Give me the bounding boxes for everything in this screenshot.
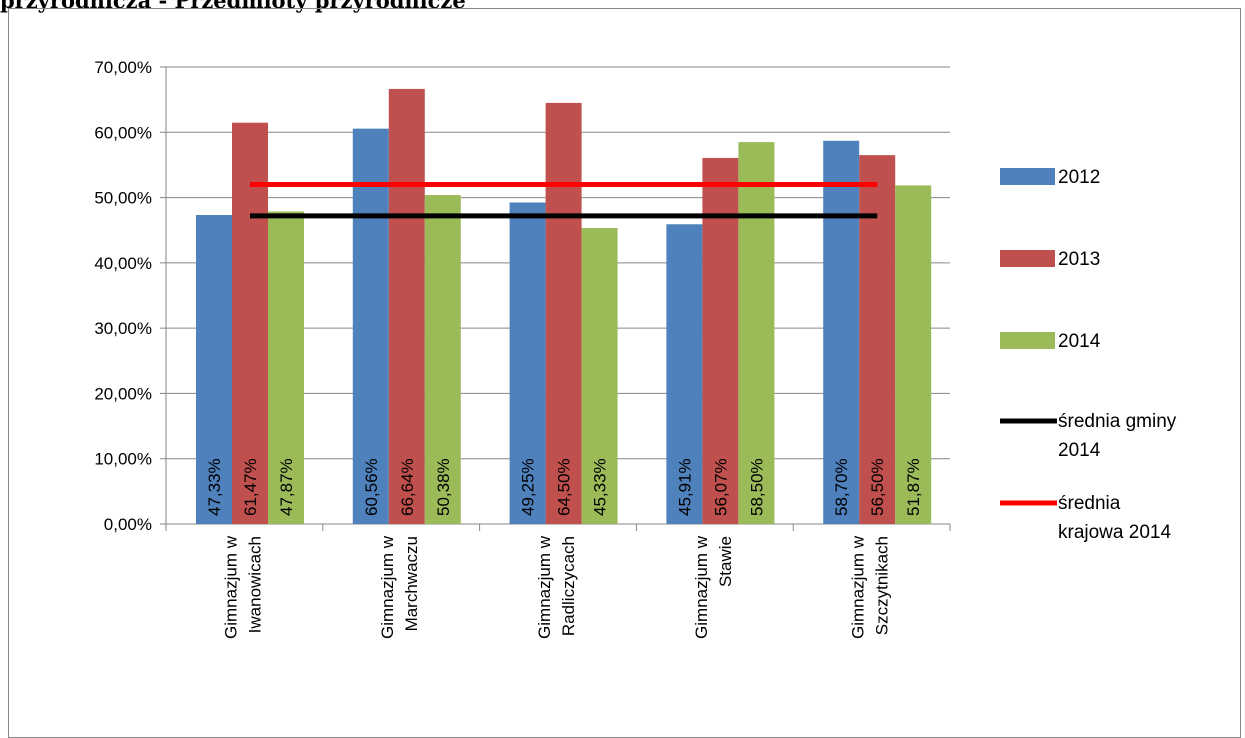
bar-data-label: 51,87% [904, 458, 923, 516]
y-tick-label: 20,00% [94, 384, 152, 403]
bar-2013 [702, 157, 739, 524]
legend-label: średnia gminy [1058, 411, 1177, 432]
x-category-label: Radliczycach [559, 536, 578, 636]
bar-data-label: 45,33% [591, 458, 610, 516]
bar-2012 [509, 202, 546, 525]
y-tick-label: 60,00% [94, 123, 152, 142]
y-tick-label: 70,00% [94, 58, 152, 77]
legend-swatch-2013 [1000, 250, 1055, 267]
legend-label: 2013 [1058, 249, 1100, 270]
legend-label: 2012 [1058, 167, 1100, 188]
y-tick-label: 50,00% [94, 189, 152, 208]
x-category-label: Gimnazjum w [221, 535, 240, 639]
bar-data-label: 47,33% [205, 458, 224, 516]
bar-data-label: 56,07% [711, 458, 730, 516]
y-tick-label: 0,00% [104, 515, 152, 534]
x-category-label: Szczytnikach [873, 536, 892, 635]
x-category-label: Stawie [716, 536, 735, 587]
x-category-label: Iwanowicach [245, 536, 264, 633]
legend-label: 2014 [1058, 440, 1101, 461]
bar-data-label: 66,64% [398, 458, 417, 516]
legend-label: 2014 [1058, 331, 1101, 352]
bar-data-label: 45,91% [675, 458, 694, 516]
bar-data-label: 47,87% [277, 458, 296, 516]
bar-2014 [424, 195, 461, 524]
legend-label: średnia [1058, 493, 1121, 514]
y-tick-label: 10,00% [94, 450, 152, 469]
bar-data-label: 64,50% [555, 458, 574, 516]
bar-data-label: 49,25% [519, 458, 538, 516]
bar-2012 [666, 224, 703, 524]
bar-2014 [268, 211, 304, 524]
bar-2013 [388, 88, 425, 524]
bar-data-label: 50,38% [434, 458, 453, 516]
x-category-label: Marchwaczu [402, 536, 421, 631]
legend-label: krajowa 2014 [1058, 522, 1171, 543]
x-category-label: Gimnazjum w [849, 535, 868, 639]
bar-2013 [545, 102, 582, 525]
bar-data-label: 60,56% [362, 458, 381, 516]
legend-swatch-2012 [1000, 168, 1055, 185]
bar-2012 [352, 128, 389, 525]
y-tick-label: 30,00% [94, 319, 152, 338]
x-category-label: Gimnazjum w [692, 535, 711, 639]
bar-data-label: 58,70% [832, 458, 851, 516]
bar-data-label: 61,47% [241, 458, 260, 516]
y-tick-label: 40,00% [94, 254, 152, 273]
bar-data-label: 56,50% [868, 458, 887, 516]
bar-2012 [823, 140, 860, 524]
bar-2014 [895, 185, 932, 524]
bar-2014 [738, 142, 775, 525]
bar-2012 [196, 215, 232, 524]
bar-data-label: 58,50% [747, 458, 766, 516]
legend-swatch-2014 [1000, 332, 1055, 349]
bar-2013 [232, 122, 268, 524]
x-category-label: Gimnazjum w [378, 535, 397, 639]
bar-2014 [581, 228, 618, 524]
page-heading: przyrodnicza - Przedmioty przyrodnicze [0, 0, 466, 13]
x-category-label: Gimnazjum w [535, 535, 554, 639]
